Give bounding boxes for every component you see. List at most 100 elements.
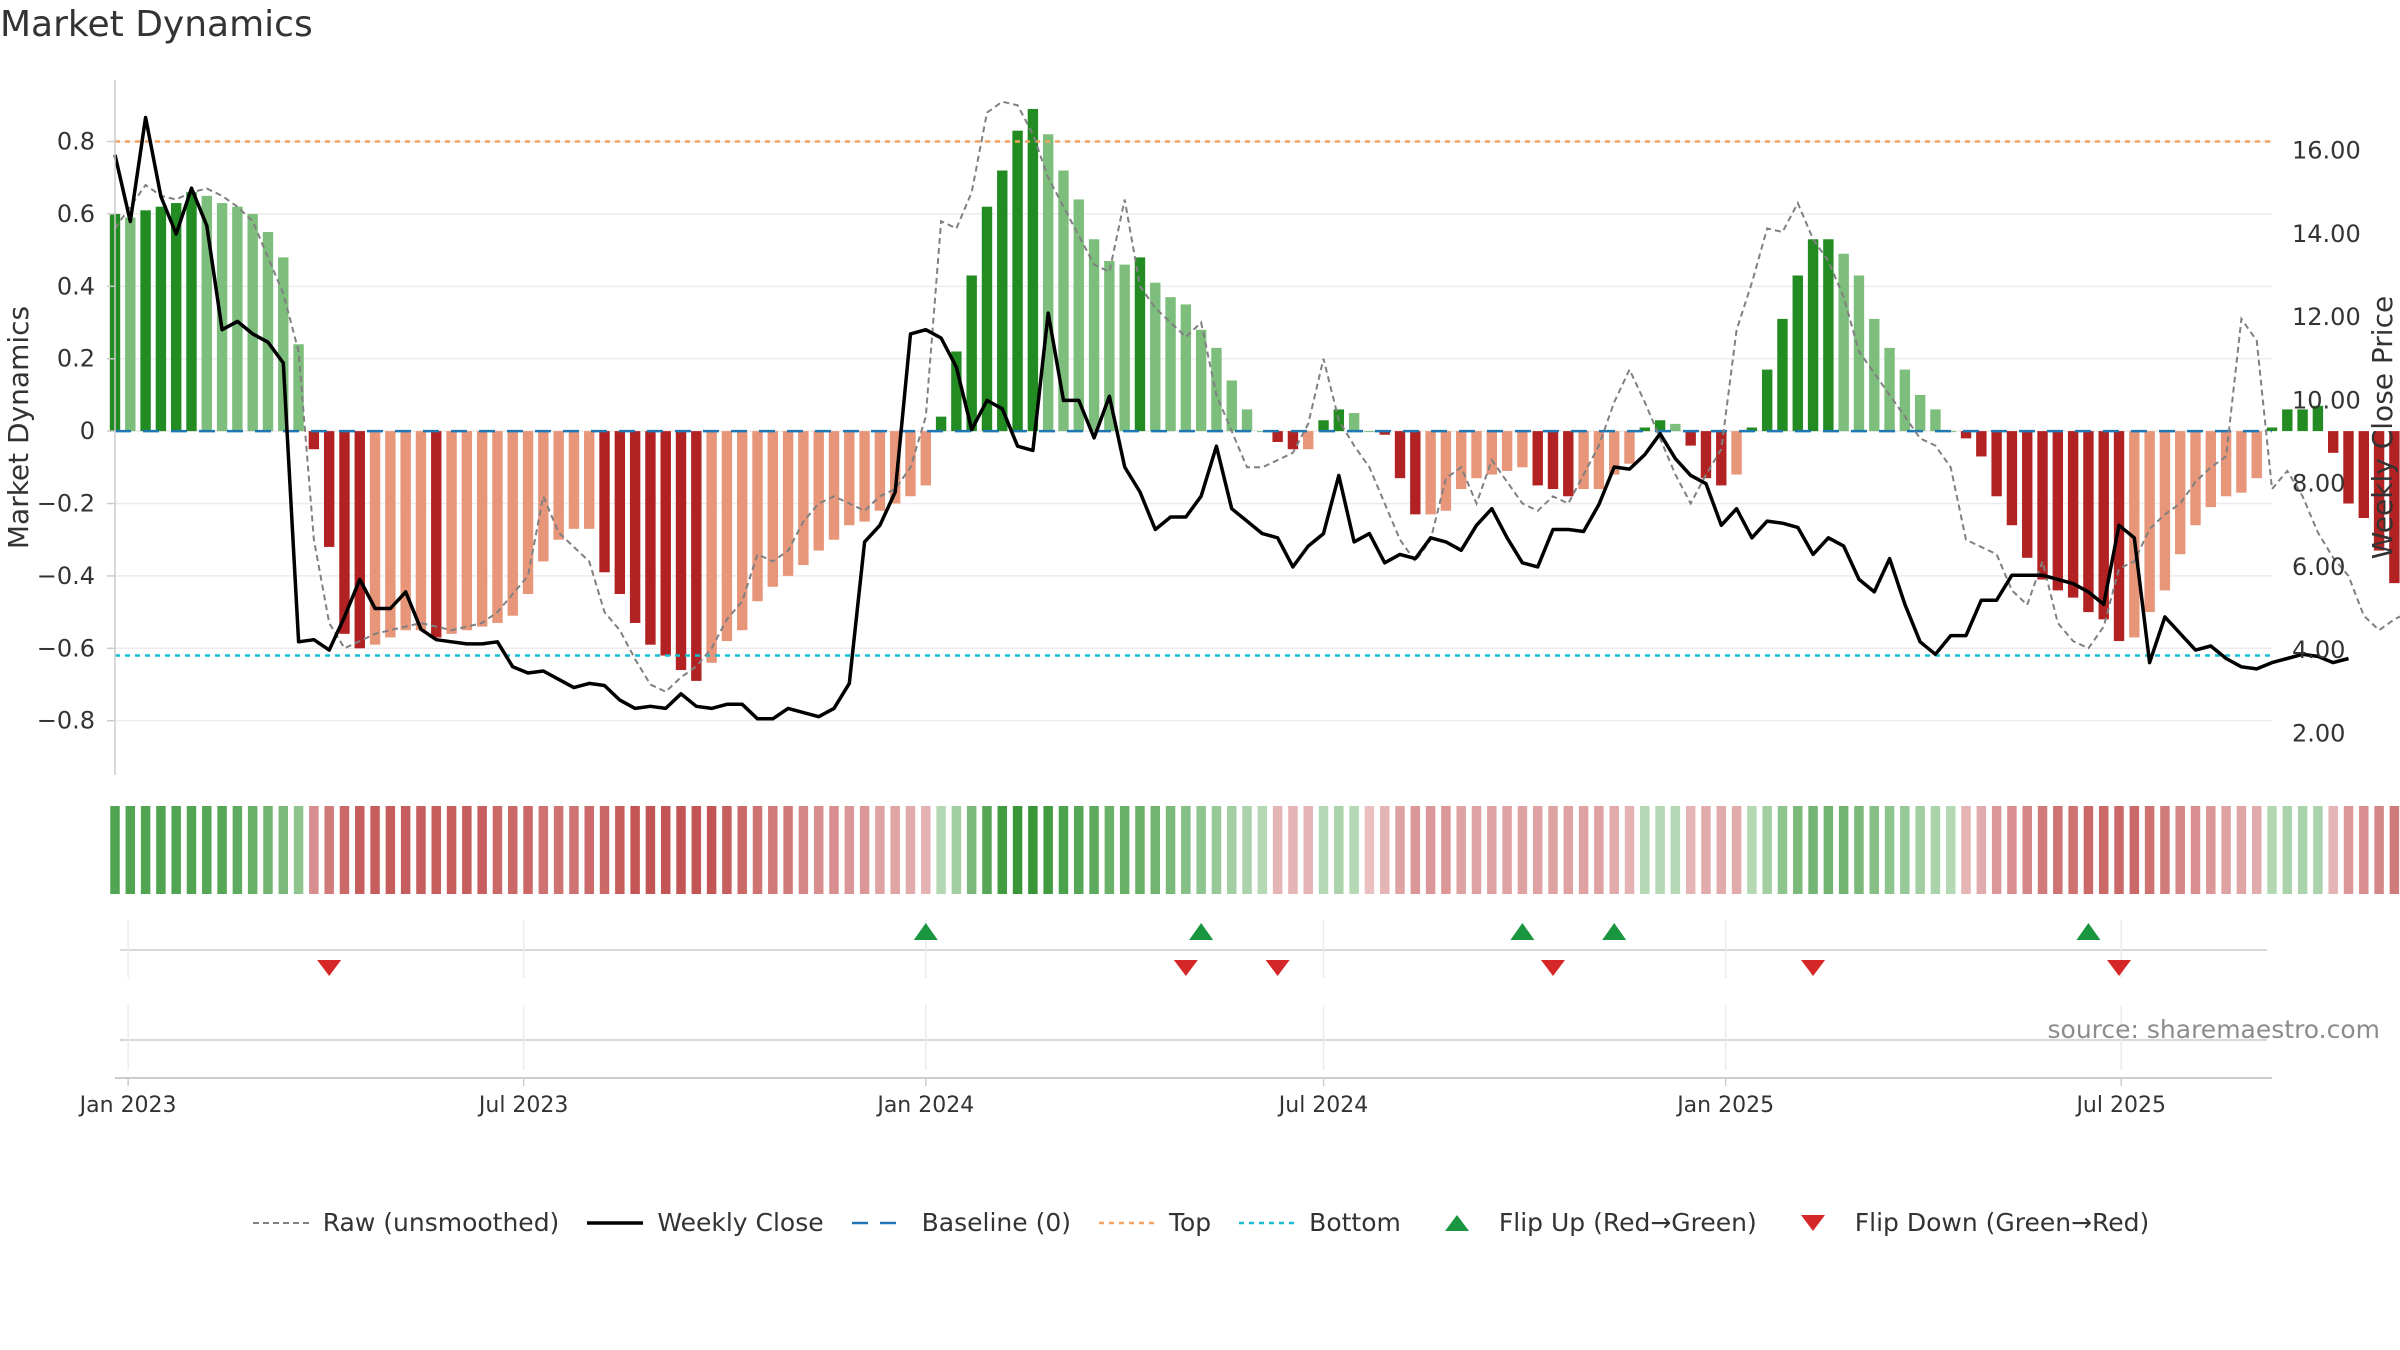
y2-tick-label: 4.00: [2292, 636, 2345, 664]
regime-cell: [1227, 806, 1237, 894]
md-bar: [1914, 394, 1926, 432]
md-bar: [1425, 431, 1436, 515]
md-bar: [1211, 347, 1222, 432]
regime-cell: [2037, 806, 2048, 894]
regime-cell: [1196, 806, 1206, 894]
md-bar: [1807, 239, 1819, 432]
md-bar: [2098, 431, 2109, 620]
md-bar: [2251, 431, 2262, 479]
regime-strip: [110, 806, 2400, 894]
regime-cell: [1991, 806, 2002, 894]
regime-cell: [813, 806, 824, 894]
regime-cell: [691, 806, 702, 894]
regime-cell: [156, 806, 166, 894]
regime-cell: [2114, 806, 2124, 894]
regime-cell: [1838, 806, 1849, 894]
regime-cell: [768, 806, 778, 894]
regime-cell: [1395, 806, 1405, 894]
md-bar: [2052, 431, 2064, 591]
y-tick-label: 0.8: [57, 128, 95, 156]
regime-cell: [829, 806, 839, 894]
regime-cell: [1532, 806, 1543, 894]
md-bar: [1578, 431, 1589, 490]
md-bar: [1624, 431, 1635, 464]
regime-cell: [1884, 806, 1895, 894]
md-bar: [1226, 380, 1237, 432]
y2-tick-label: 6.00: [2292, 553, 2345, 581]
regime-cell: [202, 806, 212, 894]
legend-item-close: Weekly Close: [585, 1208, 824, 1237]
regime-cell: [2206, 806, 2216, 894]
md-bar: [1838, 253, 1849, 432]
raw-legend-swatch: [252, 1221, 309, 1224]
legend-label: Baseline (0): [921, 1208, 1071, 1237]
md-bar: [476, 431, 488, 627]
md-bar: [2312, 405, 2324, 432]
regime-cell: [2313, 806, 2323, 894]
regime-cell: [1456, 806, 1466, 894]
md-bar: [874, 431, 886, 511]
flip-down-marker: [1801, 960, 1826, 976]
md-bar: [522, 431, 534, 595]
md-bar: [614, 431, 626, 595]
regime-cell: [247, 806, 258, 894]
y2-tick-label: 16.00: [2292, 137, 2361, 165]
legend-item-baseline: Baseline (0): [850, 1208, 1071, 1237]
y2-axis-label: Weekly Close Price: [2366, 296, 2399, 559]
regime-cell: [676, 806, 686, 894]
md-bar: [1471, 431, 1482, 479]
legend-item-flip_up: Flip Up (Red→Green): [1427, 1208, 1757, 1237]
regime-cell: [1685, 806, 1696, 894]
md-bar: [1593, 431, 1605, 490]
regime-cell: [1043, 806, 1053, 894]
md-bar: [232, 206, 243, 432]
regime-cell: [508, 806, 518, 894]
regime-cell: [936, 806, 946, 894]
regime-cell: [1793, 806, 1803, 894]
regime-cell: [431, 806, 441, 894]
regime-cell: [1349, 806, 1359, 894]
regime-cell: [890, 806, 900, 894]
md-bar: [1639, 427, 1650, 432]
md-bar: [599, 431, 610, 573]
md-bar: [2006, 431, 2018, 526]
regime-cell: [905, 806, 916, 894]
regime-cell: [355, 806, 365, 894]
md-bar: [369, 431, 381, 645]
md-bar: [1073, 199, 1084, 432]
x-tick-label: Jul 2025: [2074, 1093, 2166, 1118]
md-bar: [293, 344, 304, 432]
regime-cell: [875, 806, 885, 894]
regime-cell: [2343, 806, 2354, 894]
flip-down-legend-icon: [1800, 1214, 1825, 1231]
md-bar: [1761, 369, 1773, 432]
md-bar: [1165, 297, 1176, 432]
regime-cell: [2022, 806, 2032, 894]
regime-cell: [2190, 806, 2201, 894]
regime-cell: [2282, 806, 2293, 894]
md-bar: [507, 431, 518, 616]
md-bar: [492, 431, 503, 623]
md-bar: [2083, 431, 2094, 613]
regime-cell: [1089, 806, 1099, 894]
md-bar: [201, 195, 212, 432]
regime-cell: [1823, 806, 1834, 894]
regime-cell: [217, 806, 227, 894]
md-bar: [2297, 409, 2308, 432]
regime-cell: [538, 806, 549, 894]
md-bar: [1012, 130, 1023, 432]
series-lines: [113, 100, 2400, 721]
regime-cell: [492, 806, 503, 894]
weekly-close-line: [113, 115, 2349, 721]
md-bar: [1287, 431, 1299, 450]
md-bar: [1456, 431, 1467, 490]
x-tick-label: Jan 2024: [875, 1093, 974, 1118]
regime-cell: [416, 806, 426, 894]
md-bar: [1134, 257, 1146, 432]
regime-cell: [1563, 806, 1574, 894]
regime-cell: [1777, 806, 1788, 894]
raw-line: [114, 100, 2400, 693]
regime-cell: [2328, 806, 2338, 894]
flip-up-legend-icon: [1444, 1214, 1469, 1231]
